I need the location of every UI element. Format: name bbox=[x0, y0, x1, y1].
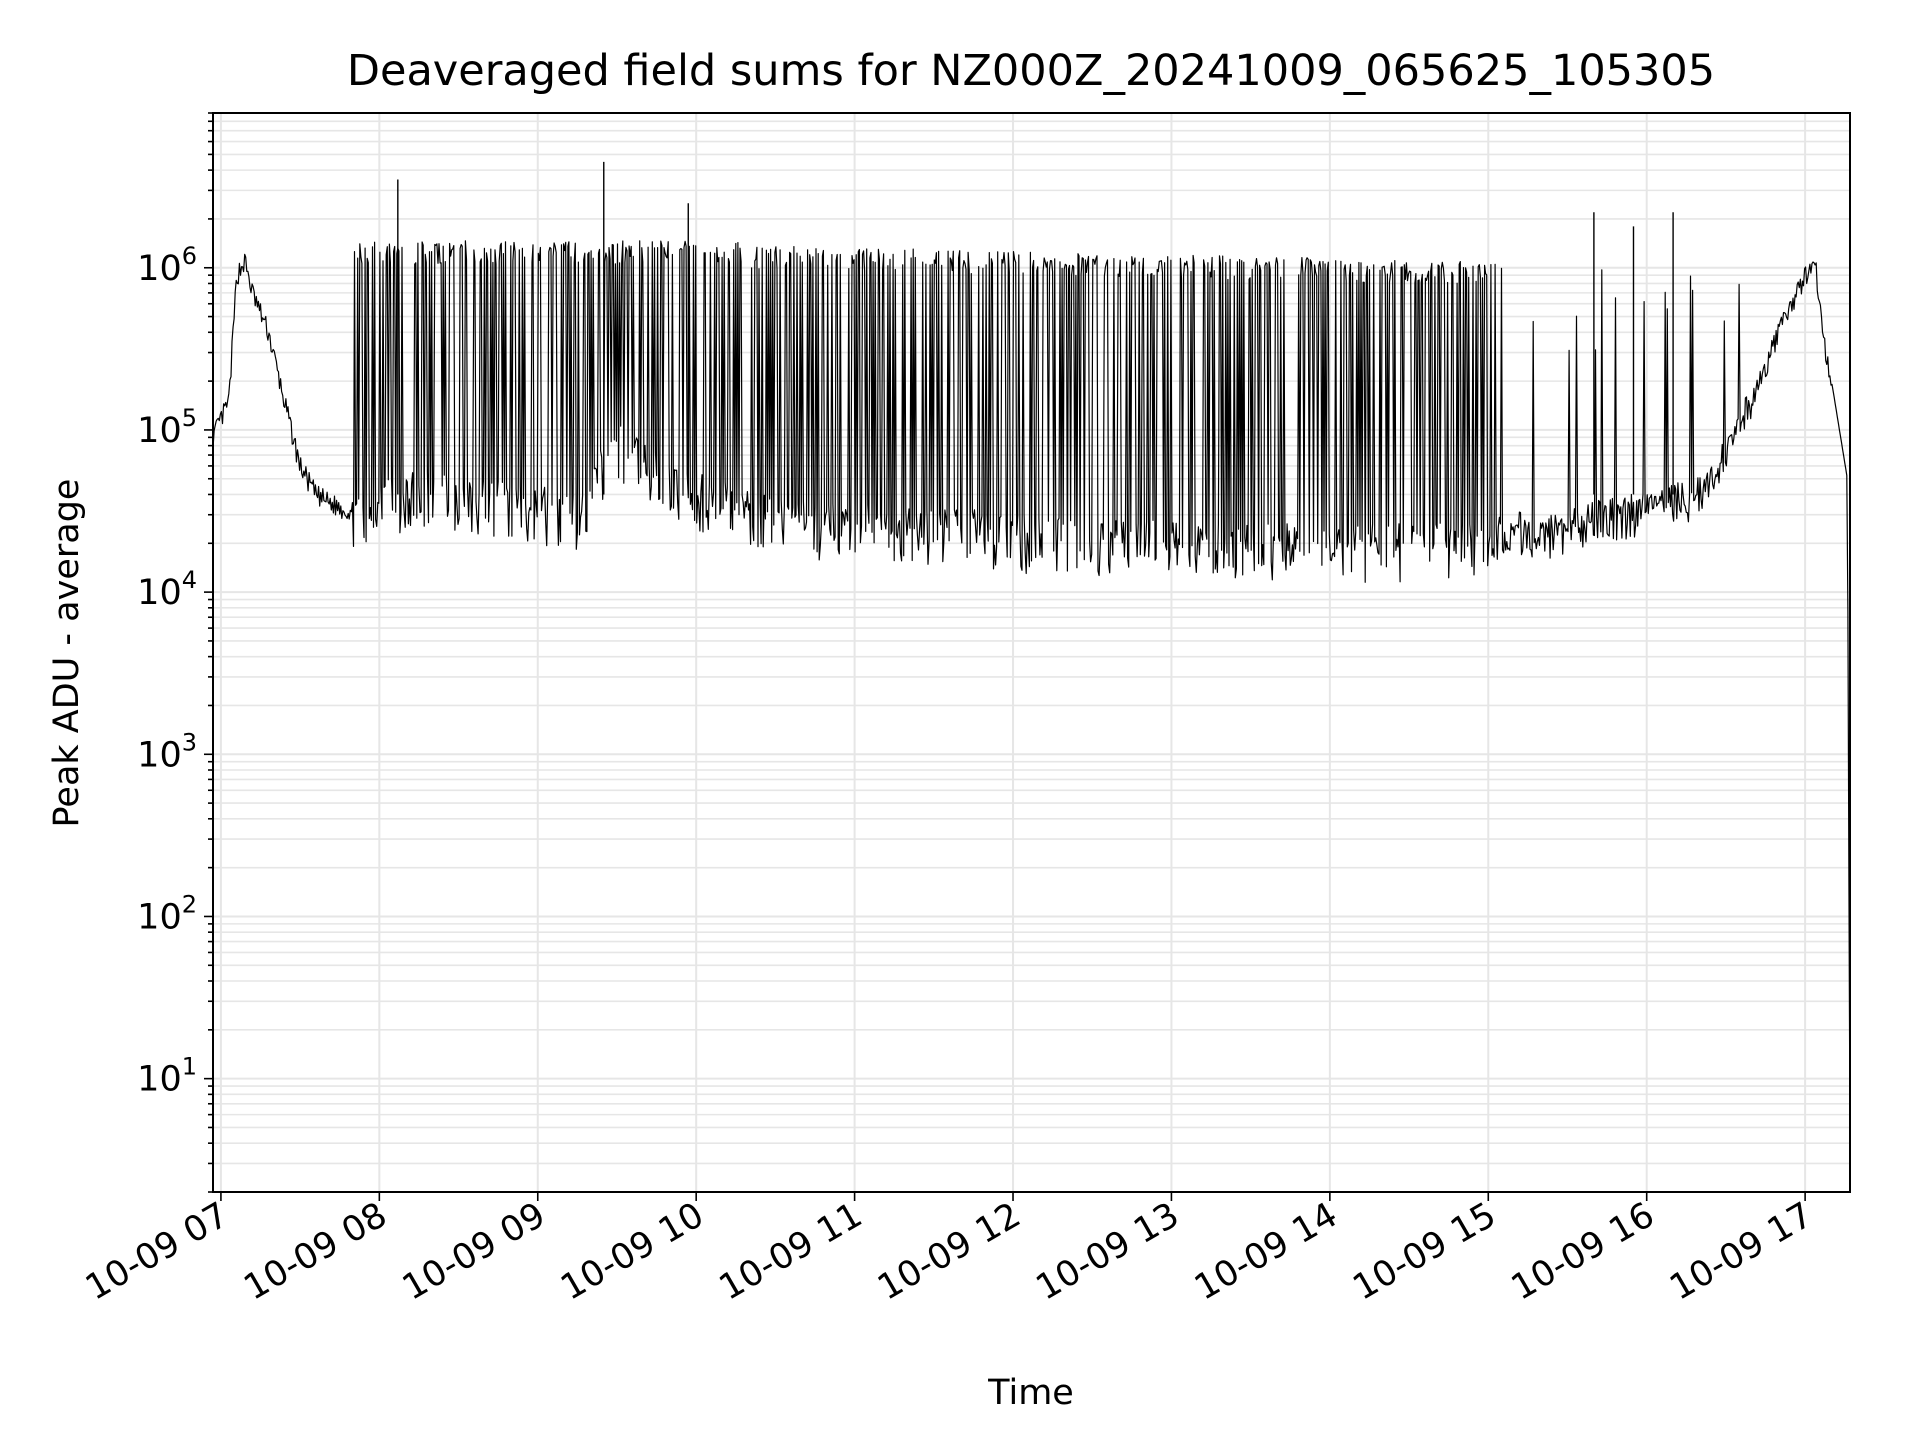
chart-title: Deaveraged field sums for NZ000Z_2024100… bbox=[347, 46, 1715, 96]
y-axis-label: Peak ADU - average bbox=[47, 479, 87, 828]
ticks bbox=[204, 112, 1806, 1201]
y-tick-label: 103 bbox=[137, 728, 197, 775]
x-axis-label: Time bbox=[987, 1373, 1074, 1413]
y-tick-label: 106 bbox=[137, 242, 197, 289]
y-tick-label: 105 bbox=[137, 404, 197, 451]
y-tick-label: 102 bbox=[137, 890, 197, 937]
y-tick-labels: 101 102 103 104 105 106 bbox=[137, 242, 197, 1100]
grid bbox=[213, 112, 1850, 1193]
plot-frame bbox=[212, 112, 1851, 1193]
y-tick-label: 101 bbox=[137, 1053, 197, 1100]
series-line bbox=[212, 240, 1851, 1144]
data-layer bbox=[212, 161, 1851, 1144]
y-tick-label: 104 bbox=[137, 566, 197, 613]
